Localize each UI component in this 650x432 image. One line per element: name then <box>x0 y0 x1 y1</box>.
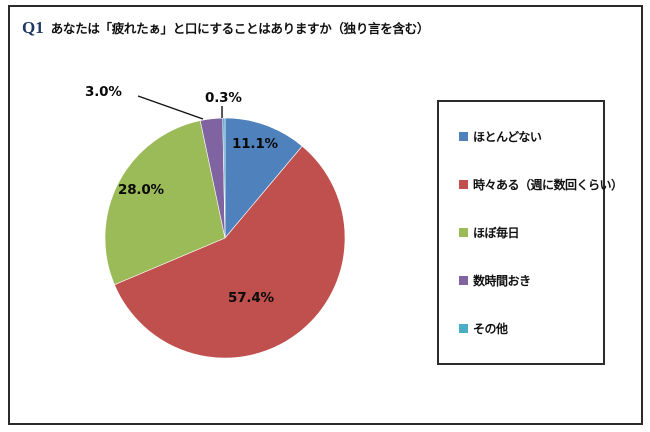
legend-color-swatch-icon <box>459 324 468 334</box>
legend-item[interactable]: 時々ある（週に数回くらい） <box>439 176 623 193</box>
legend-item[interactable]: 数時間おき <box>439 272 603 289</box>
pie-slice <box>114 145 345 358</box>
pie-chart-svg <box>105 118 345 358</box>
legend-color-swatch-icon <box>459 276 468 286</box>
data-label-hobomainichi: 28.0% <box>118 182 164 198</box>
legend-color-swatch-icon <box>459 179 468 189</box>
legend-item-label: 数時間おき <box>473 274 531 289</box>
legend-item[interactable]: その他 <box>439 320 603 337</box>
data-label-sonota: 0.3% <box>205 90 242 106</box>
legend-item[interactable]: ほぼ毎日 <box>439 224 603 241</box>
data-label-tokidoki: 57.4% <box>228 290 274 306</box>
question-number: Q1 <box>22 18 44 37</box>
legend-color-swatch-icon <box>459 227 468 237</box>
data-label-sujikanoki: 3.0% <box>85 84 122 100</box>
legend-item-label: その他 <box>473 322 508 337</box>
pie-chart <box>105 118 345 358</box>
legend-box: ほとんどない時々ある（週に数回くらい） ほぼ毎日数時間おきその他 <box>437 100 623 365</box>
pie-slice <box>222 118 226 239</box>
legend-item-label: 時々ある（週に数回くらい） <box>473 177 623 192</box>
data-label-hotondonai: 11.1% <box>232 136 278 152</box>
legend-item-label: ほぼ毎日 <box>473 225 520 240</box>
question-text: あなたは「疲れたぁ」と口にすることはありますか（独り言を含む） <box>50 21 430 36</box>
pie-slice <box>105 120 226 286</box>
pie-slice <box>224 118 303 239</box>
legend-color-swatch-icon <box>459 131 468 141</box>
legend-list: ほとんどない時々ある（週に数回くらい） ほぼ毎日数時間おきその他 <box>439 102 623 363</box>
page-title: Q1 あなたは「疲れたぁ」と口にすることはありますか（独り言を含む） <box>22 18 429 38</box>
legend-item-label: ほとんどない <box>473 129 542 144</box>
legend-item[interactable]: ほとんどない <box>439 128 603 145</box>
